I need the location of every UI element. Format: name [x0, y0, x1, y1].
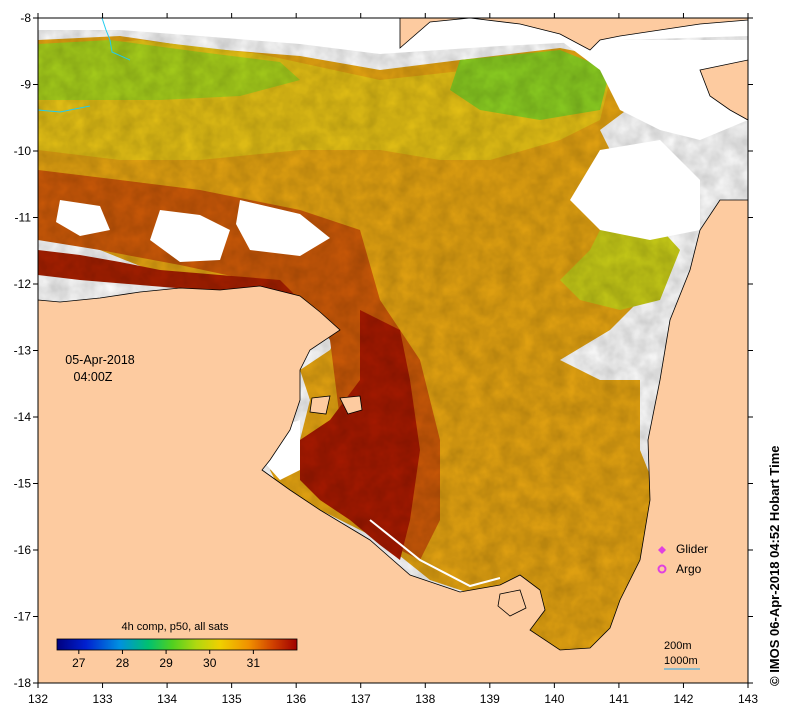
lat-tick-label: -8: [20, 11, 31, 25]
gap-e: [570, 140, 700, 240]
colorbar-tick-label: 30: [203, 656, 217, 670]
map-plot: [38, 18, 748, 683]
lon-tick-label: 143: [738, 692, 758, 706]
colorbar-gradient: [56, 638, 298, 651]
lon-tick-label: 134: [157, 692, 177, 706]
mornington-island: [497, 589, 527, 617]
lat-tick-label: -17: [14, 610, 32, 624]
colorbar-tick-label: 27: [72, 656, 86, 670]
lat-tick-label: -16: [14, 543, 32, 557]
lon-tick-label: 135: [222, 692, 242, 706]
colorbar-tick-label: 29: [159, 656, 173, 670]
time-label: 04:00Z: [74, 370, 113, 384]
colorbar-title: 4h comp, p50, all sats: [121, 621, 229, 633]
lat-tick-label: -13: [14, 344, 32, 358]
colorbar: 4h comp, p50, all sats 27 28 29 30 31: [56, 621, 298, 670]
contour-200-label: 200m: [664, 640, 692, 652]
argo-label: Argo: [676, 562, 702, 576]
lon-tick-label: 138: [415, 692, 435, 706]
lon-tick-label: 132: [28, 692, 48, 706]
gap-ne: [560, 40, 748, 140]
lat-tick-label: -18: [14, 676, 32, 690]
gap-w1: [150, 210, 230, 262]
date-label: 05-Apr-2018: [65, 353, 135, 367]
credit-text: © IMOS 06-Apr-2018 04:52 Hobart Time: [767, 445, 782, 686]
land-png: [399, 18, 748, 51]
land-ne: [699, 59, 748, 121]
lon-axis: 132 133 134 135 136 137 138 139 140 141 142 143: [28, 13, 758, 706]
river-1: [101, 18, 131, 61]
colorbar-tick-label: 28: [116, 656, 130, 670]
lon-tick-label: 139: [480, 692, 500, 706]
lon-tick-label: 133: [93, 692, 113, 706]
lat-tick-label: -11: [15, 211, 32, 225]
cloud-gaps: [38, 18, 748, 480]
lat-tick-label: -14: [14, 410, 32, 424]
colorbar-ticks: 27 28 29 30 31: [72, 650, 260, 670]
groote-island: [339, 395, 363, 415]
platform-legend: Glider Argo: [657, 542, 708, 576]
river-2: [38, 105, 91, 113]
coast-edge: [369, 519, 501, 588]
lat-tick-label: -12: [14, 277, 32, 291]
lat-tick-label: -10: [14, 144, 32, 158]
glider-marker-icon: [658, 546, 666, 554]
land: [38, 18, 748, 683]
gap-w2: [56, 200, 110, 236]
lon-tick-label: 142: [673, 692, 693, 706]
gap-w3: [236, 200, 330, 256]
contour-key: 200m 1000m: [664, 640, 700, 670]
lat-tick-label: -15: [14, 477, 32, 491]
lat-axis: -8 -9 -10 -11 -12 -13 -14 -15 -16 -17 -18: [14, 11, 753, 690]
lon-tick-label: 140: [544, 692, 564, 706]
land-australia: [38, 199, 748, 683]
argo-marker-icon: [657, 564, 667, 574]
lon-tick-label: 141: [609, 692, 629, 706]
glider-label: Glider: [676, 542, 708, 556]
colorbar-tick-label: 31: [247, 656, 261, 670]
contour-1000-label: 1000m: [664, 655, 698, 667]
lat-tick-label: -9: [20, 78, 31, 92]
lon-tick-label: 136: [286, 692, 306, 706]
lon-tick-label: 137: [351, 692, 371, 706]
island-small: [309, 395, 331, 415]
